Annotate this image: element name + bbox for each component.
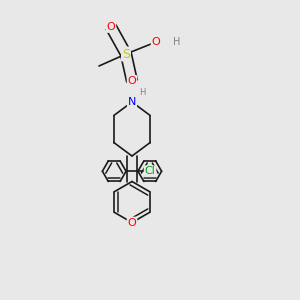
Text: Cl: Cl xyxy=(145,166,155,176)
Text: S: S xyxy=(122,47,130,61)
Text: O: O xyxy=(128,218,136,227)
Text: N: N xyxy=(128,97,136,107)
Text: H: H xyxy=(173,37,181,47)
Text: O: O xyxy=(152,37,160,47)
Text: O: O xyxy=(106,22,116,32)
Text: O: O xyxy=(128,76,136,86)
Text: H: H xyxy=(140,88,146,97)
